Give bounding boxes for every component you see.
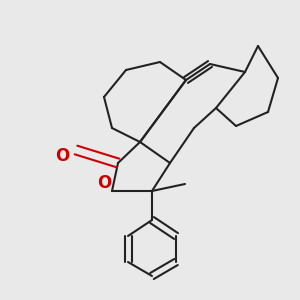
Text: O: O <box>97 174 111 192</box>
Text: O: O <box>55 147 69 165</box>
